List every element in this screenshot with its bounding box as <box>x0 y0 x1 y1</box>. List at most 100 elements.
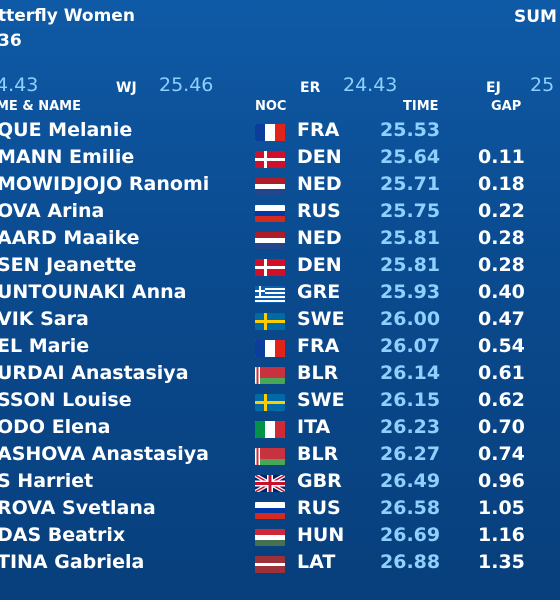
column-header-gap: GAP <box>491 99 522 114</box>
gap-value: 1.35 <box>478 551 525 573</box>
gap-value: 0.22 <box>478 200 525 222</box>
athlete-name: DAS Beatrix <box>0 524 126 546</box>
flag-icon <box>255 232 285 249</box>
flag-icon <box>255 421 285 438</box>
gap-value: 0.54 <box>478 335 525 357</box>
noc-code: FRA <box>297 335 340 357</box>
gap-value: 0.96 <box>478 470 525 492</box>
athlete-name: URDAI Anastasiya <box>0 362 189 384</box>
time-value: 25.53 <box>380 119 441 141</box>
athlete-name: EL Marie <box>0 335 90 357</box>
table-row: VIK Sara SWE 26.00 0.47 <box>0 306 560 333</box>
time-value: 25.81 <box>380 227 441 249</box>
time-value: 25.93 <box>380 281 441 303</box>
time-value: 26.58 <box>380 497 441 519</box>
flag-icon <box>255 394 285 411</box>
noc-code: FRA <box>297 119 340 141</box>
flag-icon <box>255 313 285 330</box>
noc-code: SWE <box>297 308 345 330</box>
athlete-name: S Harriet <box>0 470 94 492</box>
flag-icon <box>255 340 285 357</box>
athlete-name: SEN Jeanette <box>0 254 137 276</box>
noc-code: HUN <box>297 524 345 546</box>
table-row: AARD Maaike NED 25.81 0.28 <box>0 225 560 252</box>
athlete-name: OVA Arina <box>0 200 105 222</box>
table-row: SEN Jeanette DEN 25.81 0.28 <box>0 252 560 279</box>
time-value: 26.88 <box>380 551 441 573</box>
time-value: 25.71 <box>380 173 441 195</box>
athlete-name: VIK Sara <box>0 308 89 330</box>
time-value: 26.00 <box>380 308 441 330</box>
athlete-name: UNTOUNAKI Anna <box>0 281 187 303</box>
athlete-name: ASHOVA Anastasiya <box>0 443 209 465</box>
time-value: 25.64 <box>380 146 441 168</box>
table-row: ASHOVA Anastasiya BLR 26.27 0.74 <box>0 441 560 468</box>
athlete-name: MANN Emilie <box>0 146 135 168</box>
table-row: MANN Emilie DEN 25.64 0.11 <box>0 144 560 171</box>
gap-value: 0.28 <box>478 254 525 276</box>
time-value: 26.14 <box>380 362 441 384</box>
time-value: 26.23 <box>380 416 441 438</box>
time-value: 26.07 <box>380 335 441 357</box>
gap-value: 0.70 <box>478 416 525 438</box>
time-value: 26.69 <box>380 524 441 546</box>
flag-icon <box>255 151 285 168</box>
table-row: ODO Elena ITA 26.23 0.70 <box>0 414 560 441</box>
flag-icon <box>255 475 285 492</box>
noc-code: DEN <box>297 254 342 276</box>
noc-code: GRE <box>297 281 341 303</box>
gap-value: 0.61 <box>478 362 525 384</box>
table-row: OVA Arina RUS 25.75 0.22 <box>0 198 560 225</box>
summary-label: SUM <box>514 7 557 27</box>
noc-code: NED <box>297 227 342 249</box>
table-row: QUE Melanie FRA 25.53 <box>0 117 560 144</box>
athlete-name: QUE Melanie <box>0 119 133 141</box>
athlete-name: ROVA Svetlana <box>0 497 156 519</box>
time-value: 26.49 <box>380 470 441 492</box>
time-value: 25.75 <box>380 200 441 222</box>
time-value: 26.27 <box>380 443 441 465</box>
wj-label: WJ <box>116 80 137 96</box>
noc-code: RUS <box>297 497 341 519</box>
table-row: SSON Louise SWE 26.15 0.62 <box>0 387 560 414</box>
gap-value: 0.62 <box>478 389 525 411</box>
table-row: ROVA Svetlana RUS 26.58 1.05 <box>0 495 560 522</box>
table-row: URDAI Anastasiya BLR 26.14 0.61 <box>0 360 560 387</box>
flag-icon <box>255 205 285 222</box>
ej-label: EJ <box>486 80 501 96</box>
er-value: 24.43 <box>343 74 398 96</box>
table-row: UNTOUNAKI Anna GRE 25.93 0.40 <box>0 279 560 306</box>
athlete-name: SSON Louise <box>0 389 132 411</box>
athlete-name: TINA Gabriela <box>0 551 145 573</box>
athlete-name: MOWIDJOJO Ranomi <box>0 173 210 195</box>
gap-value: 0.40 <box>478 281 525 303</box>
noc-code: NED <box>297 173 342 195</box>
column-header-name: ME & NAME <box>0 99 81 114</box>
flag-icon <box>255 556 285 573</box>
noc-code: RUS <box>297 200 341 222</box>
event-subtitle: 36 <box>0 31 22 51</box>
table-row: TINA Gabriela LAT 26.88 1.35 <box>0 549 560 576</box>
table-row: EL Marie FRA 26.07 0.54 <box>0 333 560 360</box>
flag-icon <box>255 367 285 384</box>
gap-value: 0.28 <box>478 227 525 249</box>
noc-code: BLR <box>297 443 339 465</box>
flag-icon <box>255 259 285 276</box>
gap-value: 0.18 <box>478 173 525 195</box>
column-header-time: TIME <box>403 99 439 114</box>
ej-value: 25 <box>530 74 555 96</box>
flag-icon <box>255 529 285 546</box>
table-row: S Harriet GBR 26.49 0.96 <box>0 468 560 495</box>
athlete-name: ODO Elena <box>0 416 111 438</box>
gap-value: 0.47 <box>478 308 525 330</box>
wr-value: 4.43 <box>0 74 39 96</box>
noc-code: BLR <box>297 362 339 384</box>
time-value: 25.81 <box>380 254 441 276</box>
noc-code: LAT <box>297 551 336 573</box>
noc-code: ITA <box>297 416 331 438</box>
event-title: tterfly Women <box>0 6 135 26</box>
flag-icon <box>255 502 285 519</box>
flag-icon <box>255 124 285 141</box>
table-row: DAS Beatrix HUN 26.69 1.16 <box>0 522 560 549</box>
gap-value: 0.74 <box>478 443 525 465</box>
